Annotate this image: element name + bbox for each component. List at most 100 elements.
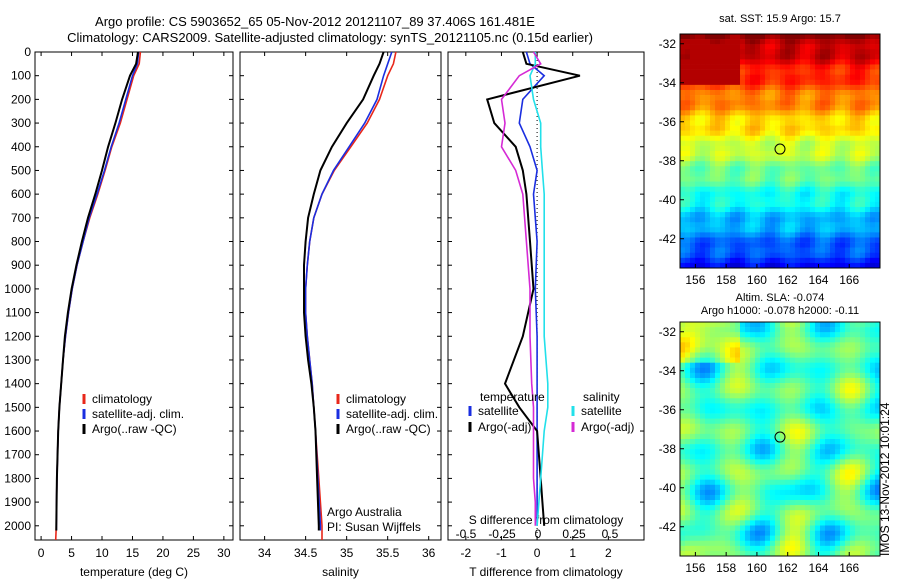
heatmap-cell (805, 530, 811, 536)
heatmap-cell (700, 393, 706, 399)
heatmap-cell (715, 237, 721, 243)
heatmap-cell (835, 176, 841, 182)
heatmap-cell (735, 428, 741, 435)
heatmap-cell (715, 418, 721, 425)
heatmap-cell (840, 74, 846, 81)
heatmap-cell (740, 515, 746, 521)
heatmap-cell (715, 337, 721, 343)
heatmap-cell (835, 403, 841, 409)
heatmap-cell (790, 262, 796, 269)
heatmap-cell (690, 418, 696, 425)
heatmap-cell (840, 34, 846, 40)
heatmap-cell (730, 59, 736, 65)
heatmap-cell (740, 115, 746, 121)
heatmap-cell (870, 125, 876, 131)
heatmap-cell (755, 337, 761, 343)
heatmap-cell (845, 212, 851, 218)
heatmap-cell (690, 237, 696, 243)
heatmap-cell (815, 454, 821, 460)
heatmap-cell (705, 69, 711, 75)
heatmap-cell (785, 151, 791, 157)
heatmap-cell (715, 403, 721, 409)
heatmap-cell (760, 474, 766, 480)
heatmap-cell (810, 44, 816, 50)
heatmap-cell (835, 232, 841, 238)
heatmap-cell (825, 500, 831, 506)
heatmap-cell (840, 520, 846, 526)
heatmap-cell (855, 525, 861, 531)
heatmap-cell (820, 535, 826, 542)
heatmap-cell (835, 161, 841, 167)
heatmap-cell (860, 110, 866, 116)
heatmap-cell (695, 171, 701, 177)
heatmap-cell (750, 515, 756, 521)
heatmap-cell (815, 125, 821, 131)
heatmap-cell (730, 181, 736, 187)
heatmap-cell (845, 530, 851, 536)
heatmap-cell (810, 474, 816, 480)
heatmap-cell (695, 464, 701, 470)
heatmap-cell (810, 115, 816, 121)
heatmap-cell (680, 489, 686, 496)
heatmap-cell (775, 352, 781, 358)
heatmap-cell (695, 135, 701, 142)
heatmap-cell (765, 262, 771, 269)
heatmap-cell (860, 34, 866, 40)
heatmap-cell (855, 115, 861, 121)
heatmap-cell (705, 161, 711, 167)
heatmap-cell (705, 120, 711, 126)
heatmap-cell (830, 130, 836, 137)
heatmap-cell (715, 530, 721, 536)
heatmap-cell (680, 237, 686, 243)
heatmap-cell (810, 237, 816, 243)
heatmap-cell (765, 489, 771, 496)
heatmap-cell (695, 44, 701, 50)
heatmap-cell (710, 332, 716, 338)
heatmap-cell (720, 357, 726, 363)
heatmap-cell (850, 84, 856, 91)
heatmap-cell (790, 232, 796, 238)
y-tick-label: 200 (11, 92, 31, 106)
heatmap-cell (835, 520, 841, 526)
heatmap-cell (790, 39, 796, 45)
heatmap-cell (860, 520, 866, 526)
heatmap-cell (685, 44, 691, 50)
heatmap-cell (710, 535, 716, 542)
heatmap-cell (680, 352, 686, 358)
heatmap-cell (695, 151, 701, 157)
heatmap-cell (845, 474, 851, 480)
heatmap-cell (710, 110, 716, 116)
heatmap-cell (705, 227, 711, 233)
heatmap-cell (685, 459, 691, 465)
heatmap-cell (780, 337, 786, 343)
heatmap-cell (755, 262, 761, 269)
heatmap-cell (760, 242, 766, 248)
heatmap-cell (690, 449, 696, 455)
heatmap-cell (765, 332, 771, 338)
heatmap-cell (765, 545, 771, 552)
heatmap-cell (700, 520, 706, 526)
heatmap-cell (810, 505, 816, 511)
heatmap-cell (870, 525, 876, 531)
heatmap-cell (860, 327, 866, 333)
heatmap-cell (815, 257, 821, 264)
heatmap-cell (870, 105, 876, 111)
heatmap-cell (800, 535, 806, 542)
heatmap-cell (805, 156, 811, 162)
x-tick-label: 10 (95, 546, 109, 560)
heatmap-cell (740, 342, 746, 348)
heatmap-cell (775, 247, 781, 254)
heatmap-cell (820, 520, 826, 526)
heatmap-cell (865, 237, 871, 243)
heatmap-cell (825, 484, 831, 491)
heatmap-cell (765, 79, 771, 86)
heatmap-cell (740, 140, 746, 147)
heatmap-cell (755, 120, 761, 126)
heatmap-cell (690, 54, 696, 60)
heatmap-cell (805, 494, 811, 501)
heatmap-cell (770, 484, 776, 491)
heatmap-cell (715, 433, 721, 440)
heatmap-cell (695, 54, 701, 60)
heatmap-cell (760, 423, 766, 430)
heatmap-cell (805, 372, 811, 379)
